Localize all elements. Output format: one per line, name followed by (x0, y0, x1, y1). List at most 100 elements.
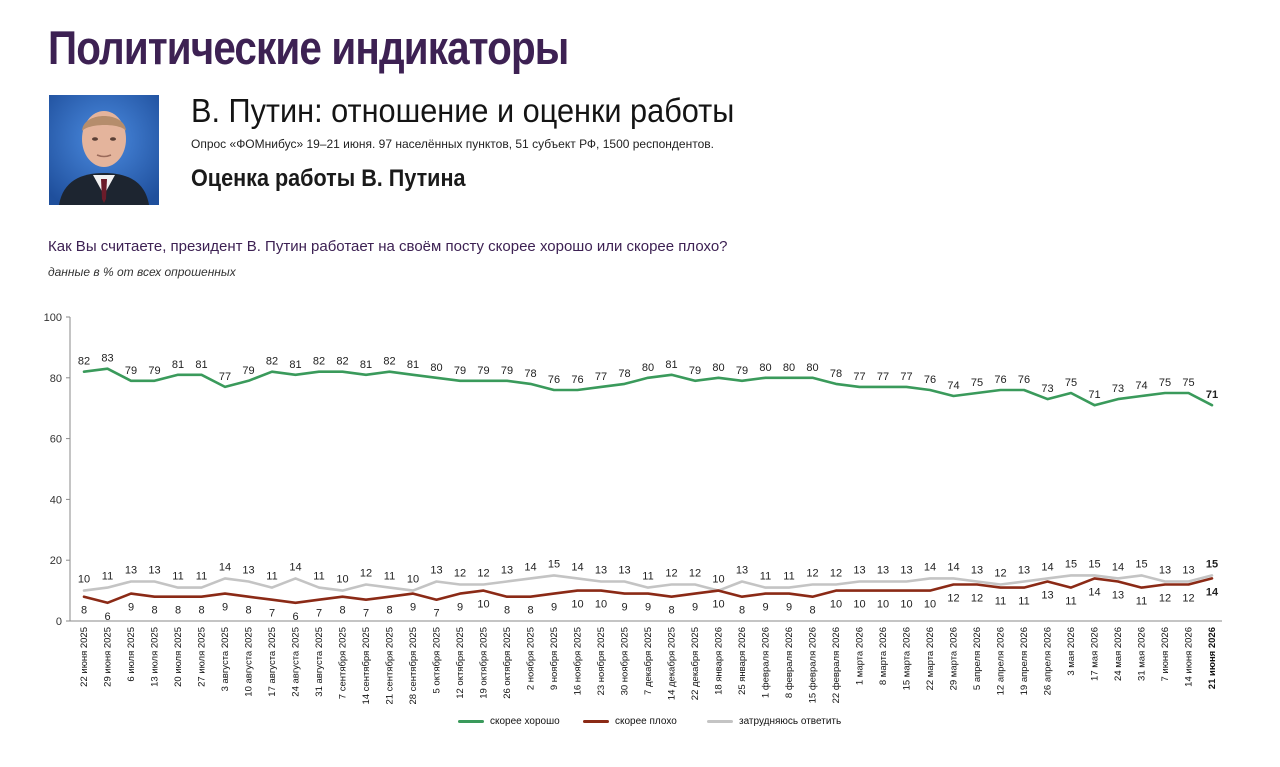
data-label: 80 (430, 362, 442, 374)
data-label: 82 (78, 356, 90, 368)
data-label: 9 (410, 602, 416, 614)
data-label: 76 (1018, 374, 1030, 386)
x-tick-label: 15 февраля 2026 (808, 627, 819, 703)
data-label: 14 (947, 561, 959, 573)
data-label: 11 (313, 571, 324, 583)
data-label: 12 (689, 568, 701, 580)
data-label: 81 (665, 359, 677, 371)
data-label: 13 (242, 564, 254, 576)
data-label: 10 (877, 599, 889, 611)
data-label: 6 (104, 611, 110, 623)
data-label: 12 (454, 568, 466, 580)
data-label: 13 (501, 564, 513, 576)
data-label: 79 (736, 365, 748, 377)
data-label: 79 (477, 365, 489, 377)
data-label: 10 (595, 599, 607, 611)
data-label: 79 (148, 365, 160, 377)
data-label: 10 (407, 574, 419, 586)
data-label: 9 (222, 602, 228, 614)
data-label: 81 (407, 359, 419, 371)
data-label: 8 (668, 605, 674, 617)
x-tick-label: 17 августа 2025 (267, 627, 278, 697)
data-label: 13 (971, 564, 983, 576)
data-label: 80 (759, 362, 771, 374)
x-tick-label: 3 августа 2025 (220, 627, 231, 691)
x-tick-label: 1 марта 2026 (855, 627, 866, 685)
data-label: 11 (1136, 596, 1147, 608)
x-tick-label: 27 июля 2025 (197, 627, 208, 687)
data-label: 11 (783, 571, 794, 583)
chart-series-lines (82, 367, 1214, 605)
y-tick-label: 60 (50, 434, 62, 446)
data-label: 11 (196, 571, 207, 583)
data-label: 8 (809, 605, 815, 617)
x-tick-label: 22 февраля 2026 (831, 627, 842, 703)
data-label: 10 (853, 599, 865, 611)
data-label: 75 (1182, 377, 1194, 389)
data-label: 75 (1065, 377, 1077, 389)
page-title: В. Путин: отношение и оценки работы (191, 92, 735, 129)
data-label: 82 (383, 356, 395, 368)
data-label: 7 (316, 608, 322, 620)
data-label: 9 (128, 602, 134, 614)
data-label: 8 (386, 605, 392, 617)
legend-label-good: скорее хорошо (490, 716, 560, 727)
data-label: 10 (924, 599, 936, 611)
x-tick-label: 9 ноября 2025 (549, 627, 560, 690)
data-label: 13 (125, 564, 137, 576)
data-label: 14 (289, 561, 301, 573)
x-tick-label: 21 сентября 2025 (385, 627, 396, 705)
data-label: 12 (947, 593, 959, 605)
legend-label-unsure: затрудняюсь ответить (739, 716, 842, 727)
x-tick-label: 24 августа 2025 (291, 627, 302, 697)
portrait-photo (49, 95, 159, 205)
data-label: 75 (1159, 377, 1171, 389)
data-label: 81 (289, 359, 301, 371)
data-label: 7 (363, 608, 369, 620)
data-label: 76 (548, 374, 560, 386)
data-label: 83 (101, 353, 113, 365)
survey-question: Как Вы считаете, президент В. Путин рабо… (48, 238, 728, 255)
data-label: 10 (712, 574, 724, 586)
y-tick-label: 100 (44, 312, 62, 324)
data-label: 8 (339, 605, 345, 617)
x-tick-label: 26 октября 2025 (502, 627, 513, 699)
data-label: 81 (195, 359, 207, 371)
x-tick-label: 7 сентября 2025 (338, 627, 349, 699)
x-tick-label: 20 июля 2025 (173, 627, 184, 687)
data-label: 77 (900, 371, 912, 383)
data-label: 13 (618, 564, 630, 576)
x-tick-label: 22 марта 2026 (925, 627, 936, 690)
data-label: 9 (786, 602, 792, 614)
data-label: 8 (245, 605, 251, 617)
x-tick-label: 2 ноября 2025 (526, 627, 537, 690)
x-tick-label: 19 апреля 2026 (1019, 627, 1030, 695)
x-tick-label: 8 марта 2026 (878, 627, 889, 685)
data-label: 14 (571, 561, 583, 573)
data-label: 12 (806, 568, 818, 580)
data-label: 8 (151, 605, 157, 617)
data-label: 10 (336, 574, 348, 586)
data-label: 15 (1088, 558, 1100, 570)
x-tick-label: 28 сентября 2025 (408, 627, 419, 705)
data-label: 82 (336, 356, 348, 368)
data-label: 10 (571, 599, 583, 611)
x-tick-label: 14 сентября 2025 (361, 627, 372, 705)
data-label: 11 (384, 571, 395, 583)
chart-data-labels: 8210883116791397913881118811187714979138… (78, 353, 1219, 623)
x-tick-label: 12 октября 2025 (455, 627, 466, 699)
x-tick-label: 14 декабря 2025 (667, 627, 678, 700)
x-tick-label: 22 декабря 2025 (690, 627, 701, 700)
data-label: 81 (360, 359, 372, 371)
legend-item-good: скорее хорошо (458, 716, 560, 727)
data-label: 12 (360, 568, 372, 580)
data-label: 11 (266, 571, 277, 583)
brand-title: Политические индикаторы (48, 21, 569, 74)
data-label: 79 (242, 365, 254, 377)
data-label: 13 (1112, 589, 1124, 601)
x-tick-label: 8 февраля 2026 (784, 627, 795, 698)
data-label: 12 (1182, 593, 1194, 605)
x-tick-label: 24 мая 2026 (1113, 627, 1124, 681)
x-tick-label: 16 ноября 2025 (573, 627, 584, 695)
data-label: 77 (595, 371, 607, 383)
